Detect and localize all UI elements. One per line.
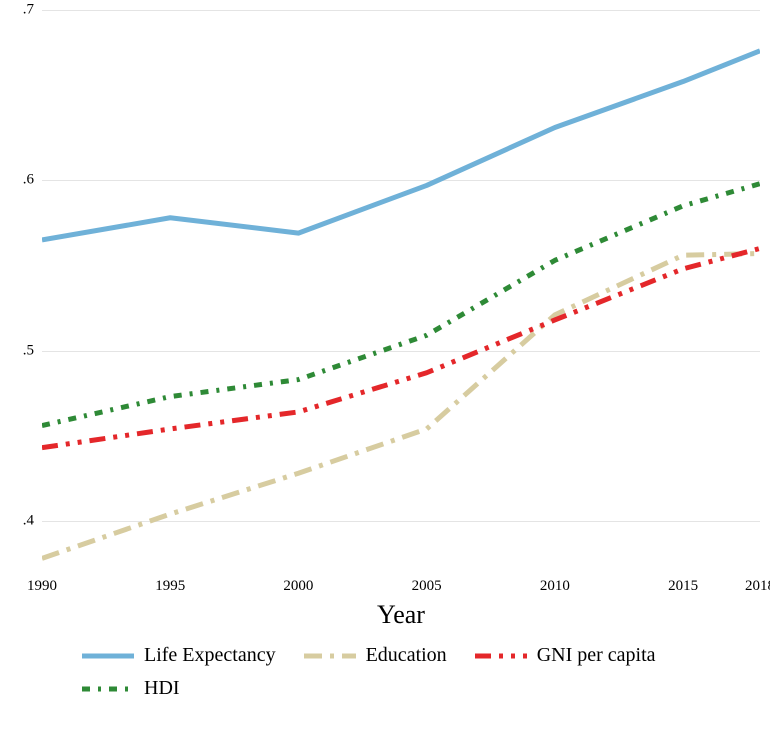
x-tick-label: 1990	[27, 578, 57, 595]
x-tick-label: 2018	[745, 578, 770, 595]
y-tick-label: .4	[0, 512, 34, 529]
legend-item-gni-per-capita: GNI per capita	[475, 644, 656, 667]
x-tick-label: 1995	[155, 578, 185, 595]
x-tick-label: 2000	[283, 578, 313, 595]
legend-item-hdi: HDI	[82, 677, 180, 700]
x-axis-title-text: Year	[377, 600, 425, 629]
legend-label: HDI	[144, 677, 180, 700]
series-svg	[42, 10, 760, 572]
x-tick-label: 2015	[668, 578, 698, 595]
legend-swatch	[82, 679, 134, 699]
legend-swatch	[82, 646, 134, 666]
plot-area	[42, 10, 760, 572]
x-axis-title: Year	[377, 600, 425, 630]
legend: Life Expectancy Education GNI per capita HD…	[82, 644, 760, 710]
chart-container: .4 .5 .6 .7 1990 1995 2000 2005 2010 2015 2018 Ye…	[0, 0, 770, 745]
legend-item-life-expectancy: Life Expectancy	[82, 644, 276, 667]
legend-label: Education	[366, 644, 447, 667]
legend-row: HDI	[82, 677, 760, 710]
legend-label: Life Expectancy	[144, 644, 276, 667]
series-line-gni-per-capita	[42, 248, 760, 447]
x-tick-label: 2005	[412, 578, 442, 595]
series-line-education	[42, 254, 760, 559]
legend-item-education: Education	[304, 644, 447, 667]
series-line-life-expectancy	[42, 51, 760, 240]
x-tick-label: 2010	[540, 578, 570, 595]
y-tick-label: .5	[0, 342, 34, 359]
legend-swatch	[475, 646, 527, 666]
legend-label: GNI per capita	[537, 644, 656, 667]
legend-swatch	[304, 646, 356, 666]
y-tick-label: .6	[0, 172, 34, 189]
legend-row: Life Expectancy Education GNI per capita	[82, 644, 760, 677]
y-tick-label: .7	[0, 2, 34, 19]
